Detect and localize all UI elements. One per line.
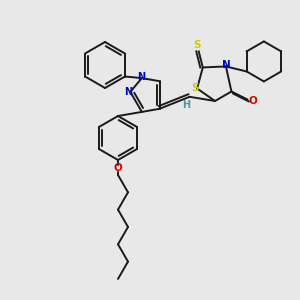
- Text: N: N: [221, 60, 230, 70]
- Text: N: N: [137, 72, 145, 82]
- Text: H: H: [182, 100, 190, 110]
- Text: O: O: [114, 163, 122, 173]
- Text: S: S: [193, 40, 200, 50]
- Text: N: N: [124, 87, 132, 97]
- Text: S: S: [191, 83, 199, 94]
- Text: O: O: [248, 95, 257, 106]
